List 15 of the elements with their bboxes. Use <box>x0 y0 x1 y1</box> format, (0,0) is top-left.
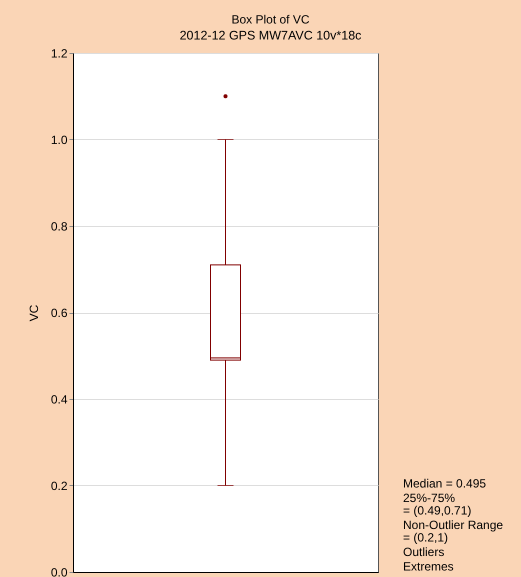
text: Extremes <box>403 560 454 574</box>
text: Non-Outlier Range = (0.2,1) <box>403 518 504 544</box>
text: Outliers <box>403 545 444 559</box>
y-tick-label: 1.2 <box>50 46 68 60</box>
text: 25%-75% = (0.49,0.71) <box>403 491 472 518</box>
y-tick-label: 0.2 <box>50 479 68 493</box>
y-tick-label: 0.4 <box>50 392 68 406</box>
y-tick-label: 1.0 <box>50 133 68 147</box>
y-axis-title: VC <box>26 304 41 322</box>
y-tick-label: 0.0 <box>50 566 68 577</box>
y-tick-label: 0.8 <box>50 220 68 234</box>
chart-subtitle: 2012-12 GPS MW7AVC 10v*18c <box>180 28 362 42</box>
text: Median = 0.495 <box>403 476 486 490</box>
y-tick-label: 0.6 <box>50 306 68 320</box>
chart-title: Box Plot of VC <box>231 12 310 26</box>
